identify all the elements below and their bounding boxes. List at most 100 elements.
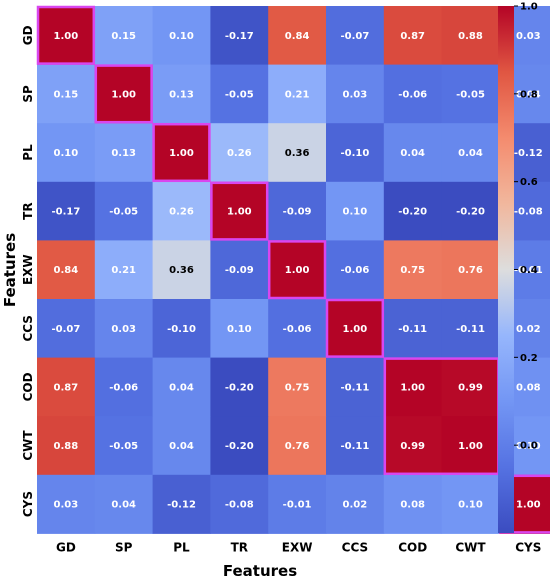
- heatmap-cell-label: 0.04: [516, 89, 541, 100]
- x-tick-label: EXW: [282, 540, 313, 554]
- heatmap-cell-label: -0.10: [340, 148, 369, 159]
- heatmap-cell: [383, 474, 443, 534]
- heatmap-cell: [94, 181, 154, 241]
- x-tick-label: COD: [398, 540, 427, 554]
- heatmap-cell-label: 0.21: [285, 89, 310, 100]
- colorbar-ticks: 1.0 0.8 0.6 0.4 0.2 0.0: [514, 2, 538, 452]
- heatmap-cell: [326, 357, 385, 417]
- heatmap-cell: [210, 357, 269, 417]
- heatmap-cell-label: -0.12: [514, 148, 543, 159]
- heatmap-cell: [94, 123, 154, 183]
- heatmap-cell-label: 0.04: [169, 382, 194, 393]
- heatmap-cell-label: -0.07: [51, 324, 80, 335]
- heatmap-cell-label: 0.88: [458, 31, 483, 42]
- heatmap-cell: [37, 64, 96, 124]
- heatmap-cell-label: 0.26: [227, 148, 252, 159]
- heatmap-cell: [268, 240, 327, 300]
- heatmap-cell-label: 0.84: [54, 265, 79, 276]
- heatmap-cell-label: -0.11: [456, 324, 485, 335]
- heatmap-cell-label: 1.00: [343, 324, 368, 335]
- heatmap-cell-label: -0.10: [167, 324, 196, 335]
- heatmap-cell-label: -0.09: [225, 265, 254, 276]
- heatmap-cell: [441, 240, 500, 300]
- heatmap-cell-label: 0.75: [400, 265, 425, 276]
- colorbar-tick-label: 0.8: [520, 89, 538, 100]
- diagonal-highlight-box: [36, 5, 96, 65]
- heatmap-cell: [152, 181, 211, 241]
- heatmap-cell-label: -0.05: [109, 441, 138, 452]
- heatmap-cell: [441, 123, 500, 183]
- heatmap-cell-label: -0.11: [398, 324, 427, 335]
- heatmap-cell: [441, 6, 500, 66]
- heatmap-cell: [152, 123, 211, 183]
- y-axis-ticks: GD SP PL TR EXW CCS COD CWT CYS: [21, 25, 35, 517]
- heatmap-cell-label: 0.03: [111, 324, 136, 335]
- heatmap-cell-label: -0.07: [340, 31, 369, 42]
- colorbar-tick-label: 0.2: [520, 353, 538, 364]
- heatmap-cell-label: 1.00: [111, 89, 136, 100]
- heatmap-cell: [441, 474, 500, 534]
- heatmap-cell-label: 0.76: [458, 265, 483, 276]
- heatmap-cell: [383, 416, 443, 476]
- heatmap-cell: [94, 299, 154, 359]
- colorbar-tick-label: 0.6: [520, 177, 538, 188]
- heatmap-cell: [441, 181, 500, 241]
- heatmap-cell-label: 0.08: [400, 500, 425, 511]
- heatmap-cell-label: 1.00: [227, 207, 252, 218]
- heatmap-cell-label: -0.09: [283, 207, 312, 218]
- diagonal-highlight-box: [325, 298, 385, 358]
- heatmap-cell-label: 0.03: [54, 500, 79, 511]
- heatmap-cell-label: 1.00: [516, 500, 541, 511]
- heatmap-cell-label: 0.26: [169, 207, 194, 218]
- colorbar-tick-label: 0.4: [520, 265, 538, 276]
- heatmap-cell: [210, 416, 269, 476]
- heatmap-cell-label: 1.00: [54, 31, 79, 42]
- heatmap-cell-label: -0.06: [109, 382, 138, 393]
- colorbar-tick-label: 1.0: [520, 2, 538, 13]
- heatmap-cell: [441, 299, 500, 359]
- heatmap-cell-label: 0.10: [516, 441, 541, 452]
- heatmap-cell-label: -0.11: [340, 441, 369, 452]
- heatmap-cell: [152, 6, 211, 66]
- diagonal-highlight-box: [210, 181, 269, 241]
- heatmap-cell-label: 0.87: [400, 31, 425, 42]
- x-tick-label: PL: [173, 540, 190, 554]
- heatmap-cell: [94, 64, 154, 124]
- x-tick-label: TR: [231, 540, 248, 554]
- heatmap-cell-label: -0.20: [225, 382, 254, 393]
- heatmap-cell: [210, 64, 269, 124]
- heatmap-cell-label: 0.03: [516, 31, 541, 42]
- y-axis-title: Features: [1, 233, 19, 307]
- heatmap-cell-label: 0.04: [111, 500, 136, 511]
- heatmap-cell: [152, 357, 211, 417]
- y-tick-label: SP: [21, 85, 35, 103]
- heatmap-cell-label: 0.15: [111, 31, 136, 42]
- heatmap-cell: [210, 6, 269, 66]
- y-tick-label: CCS: [21, 315, 35, 341]
- heatmap-cell: [383, 6, 443, 66]
- heatmap-cell: [326, 299, 385, 359]
- heatmap-cell: [152, 299, 211, 359]
- heatmap-cell: [94, 6, 154, 66]
- heatmap-cell: [326, 123, 385, 183]
- heatmap-cell: [94, 357, 154, 417]
- heatmap-cell-label: 0.10: [458, 500, 483, 511]
- heatmap-cell-label: 0.13: [169, 89, 194, 100]
- heatmap-cell: [152, 474, 211, 534]
- y-tick-label: GD: [21, 25, 35, 45]
- heatmap-cell: [152, 416, 211, 476]
- heatmap-cell-label: 0.75: [285, 382, 310, 393]
- heatmap-cell: [37, 357, 96, 417]
- heatmap-cell-label: -0.05: [456, 89, 485, 100]
- x-axis-title: Features: [223, 562, 297, 580]
- heatmap-cell: [326, 240, 385, 300]
- heatmap-cell: [383, 123, 443, 183]
- heatmap-cell-label: -0.08: [514, 207, 543, 218]
- x-tick-label: CCS: [342, 540, 368, 554]
- heatmap-cell: [326, 6, 385, 66]
- heatmap-cell: [268, 123, 327, 183]
- heatmap-cell: [94, 416, 154, 476]
- y-tick-label: COD: [21, 372, 35, 401]
- heatmap-cell: [268, 474, 327, 534]
